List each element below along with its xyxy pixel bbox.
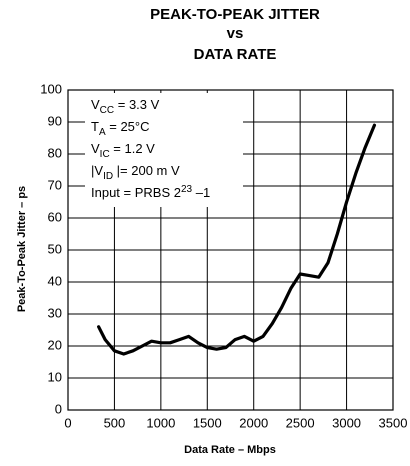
y-tick-label: 40 — [48, 273, 62, 288]
annotation: VCC = 3.3 V — [91, 97, 160, 115]
annotation-part: CC — [100, 105, 114, 116]
annotation-part: 23 — [181, 184, 193, 195]
y-tick-label: 90 — [48, 113, 62, 128]
x-tick-label: 3500 — [379, 415, 408, 430]
annotation-box — [85, 93, 243, 207]
x-axis-label: Data Rate – Mbps — [184, 444, 276, 456]
x-tick-label: 0 — [64, 415, 71, 430]
y-tick-label: 70 — [48, 177, 62, 192]
line — [97, 123, 377, 356]
plot-frame — [67, 89, 394, 411]
x-tick-label: 2000 — [239, 415, 268, 430]
x-tick-label: 1000 — [146, 415, 175, 430]
x-tick-label: 2500 — [286, 415, 315, 430]
y-axis-label: Peak-To-Peak Jitter – ps — [16, 186, 28, 312]
annotation-part: –1 — [192, 185, 210, 200]
y-tick-label: 10 — [48, 369, 62, 384]
annotation-part: = 25°C — [106, 119, 150, 134]
annotation-part: ID — [103, 171, 113, 182]
y-tick-label: 20 — [48, 337, 62, 352]
annotation: Input = PRBS 223 –1 — [91, 184, 210, 201]
annotation-part: A — [99, 127, 106, 138]
annotation-part: T — [91, 119, 99, 134]
annotation-part: IC — [100, 149, 110, 160]
y-tick-label: 60 — [48, 209, 62, 224]
chart-title: vs — [227, 25, 244, 42]
annotation-part: Input = PRBS 2 — [91, 185, 181, 200]
annotation-part: |V — [91, 163, 103, 178]
y-tick-label: 50 — [48, 241, 62, 256]
x-tick-label: 1500 — [193, 415, 222, 430]
chart-title: PEAK-TO-PEAK JITTER — [150, 6, 320, 23]
y-tick-label: 30 — [48, 305, 62, 320]
annotation: |VID |= 200 m V — [91, 163, 180, 181]
y-tick-label: 100 — [40, 81, 62, 96]
annotation: TA = 25°C — [91, 119, 150, 137]
annotation: VIC = 1.2 V — [91, 141, 155, 159]
annotation-part: = 1.2 V — [110, 141, 155, 156]
annotation-part: |= 200 m V — [113, 163, 180, 178]
annotation-part: V — [91, 141, 100, 156]
x-tick-label: 500 — [104, 415, 126, 430]
y-tick-label: 80 — [48, 145, 62, 160]
annotation-part: = 3.3 V — [114, 97, 159, 112]
x-tick-label: 3000 — [332, 415, 361, 430]
annotation-part: V — [91, 97, 100, 112]
y-tick-label: 0 — [55, 401, 62, 416]
chart-title: DATA RATE — [194, 46, 277, 63]
